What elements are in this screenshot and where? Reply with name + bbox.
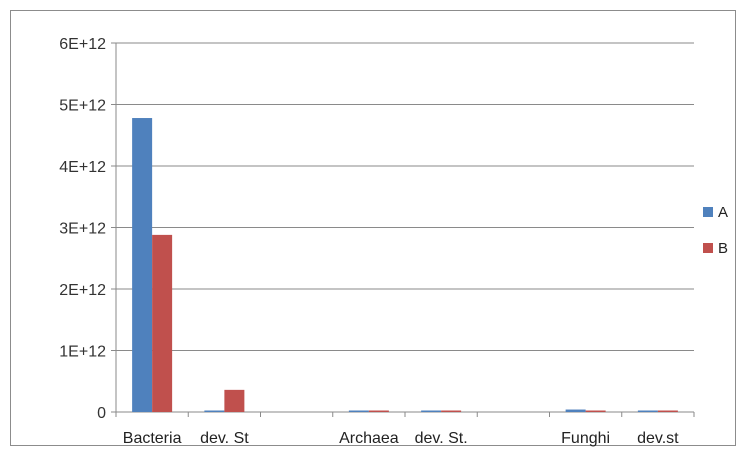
y-tick-labels: 0 1E+12 2E+12 3E+12 4E+12 5E+12 6E+12: [59, 36, 106, 422]
bar-a-archaea: [348, 410, 369, 412]
bar-b-dev-st-: [441, 410, 462, 412]
bar-a-dev-st: [204, 410, 225, 412]
y-tick-label: 5E+12: [59, 98, 106, 115]
y-tick-label: 6E+12: [59, 36, 106, 53]
legend-label-a: A: [718, 204, 728, 221]
bar-b-dev-st: [224, 389, 245, 412]
y-tick-label: 1E+12: [59, 344, 106, 361]
bar-a-dev-st-: [421, 410, 442, 412]
gridlines: [116, 42, 694, 351]
x-category-label: Bacteria: [123, 430, 182, 447]
bar-a-funghi: [565, 409, 586, 412]
x-category-label: dev. St: [200, 430, 249, 447]
bar-b-dev-st: [657, 410, 678, 412]
legend-label-b: B: [718, 240, 728, 257]
legend-swatch-a: [703, 207, 713, 217]
legend: AB: [703, 204, 728, 257]
x-category-label: dev.st: [637, 430, 679, 447]
bar-a-bacteria: [132, 118, 153, 412]
y-tick-label: 2E+12: [59, 282, 106, 299]
axes: [111, 42, 695, 417]
y-tick-label: 4E+12: [59, 159, 106, 176]
x-category-label: Funghi: [561, 430, 610, 447]
legend-swatch-b: [703, 243, 713, 253]
bar-a-dev-st: [637, 410, 658, 412]
y-tick-label: 0: [97, 405, 106, 422]
x-category-labels: Bacteria dev. St Archaea dev. St. Funghi dev.…: [123, 430, 679, 447]
x-category-label: Archaea: [339, 430, 399, 447]
x-category-label: dev. St.: [415, 430, 468, 447]
bar-b-archaea: [368, 410, 389, 412]
bar-b-bacteria: [152, 234, 173, 412]
bar-b-funghi: [585, 410, 606, 412]
y-tick-label: 3E+12: [59, 221, 106, 238]
bars: [132, 118, 678, 412]
